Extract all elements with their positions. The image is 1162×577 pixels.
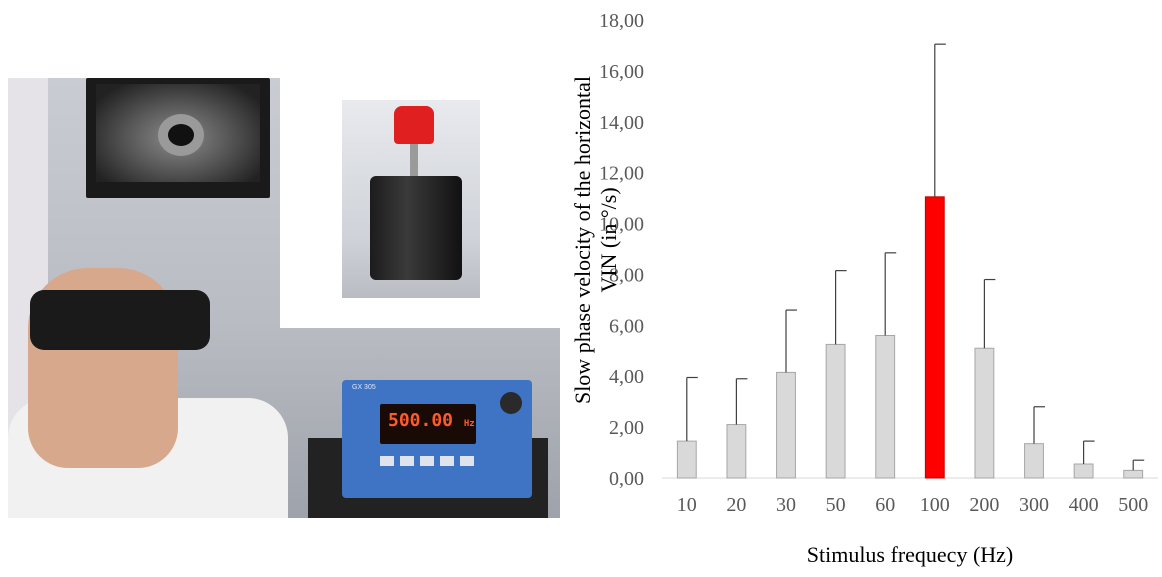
eye-monitor	[86, 78, 270, 198]
bar	[875, 335, 896, 479]
y-tick-label: 2,00	[609, 417, 644, 439]
bar	[825, 343, 846, 479]
y-tick-label: 18,00	[599, 10, 644, 32]
y-tick-label: 8,00	[609, 264, 644, 286]
y-tick-label: 12,00	[599, 163, 644, 185]
y-tick-label: 6,00	[609, 315, 644, 337]
videonystagmography-goggles	[30, 290, 210, 350]
y-tick-label: 0,00	[609, 468, 644, 490]
bar	[1073, 463, 1094, 479]
x-tick-label: 10	[677, 494, 697, 516]
y-tick-label: 4,00	[609, 366, 644, 388]
generator-buttons	[380, 456, 480, 466]
signal-generator: GX 305 500.00 Hz	[342, 380, 532, 498]
bar	[776, 371, 796, 479]
eye-pupil	[168, 124, 194, 146]
patient	[8, 228, 308, 518]
vibrator-rod	[410, 144, 418, 178]
bar	[676, 440, 697, 479]
x-tick-label: 400	[1069, 494, 1099, 516]
vibrator-red-cap	[394, 106, 434, 144]
y-axis-title-line1: Slow phase velocity of the horizontal	[570, 76, 595, 404]
x-tick-label: 50	[826, 494, 846, 516]
x-tick-label: 20	[726, 494, 746, 516]
generator-frequency: 500.00 Hz	[388, 410, 475, 431]
bar	[726, 424, 747, 479]
vibrator-photo	[342, 100, 480, 298]
y-tick-label: 16,00	[599, 61, 644, 83]
bar-chart: 0,00 2,00 4,00 6,00 8,00 10,00 12,00 14,00 16,00…	[560, 0, 1162, 577]
x-tick-label: 30	[776, 494, 796, 516]
y-tick-label: 14,00	[599, 112, 644, 134]
x-tick-label: 200	[969, 494, 999, 516]
bar	[974, 347, 995, 479]
bar	[1024, 443, 1044, 479]
bar-highlighted	[924, 196, 945, 479]
vibrator-body	[370, 176, 462, 280]
chart-svg: 0,00 2,00 4,00 6,00 8,00 10,00 12,00 14,00 16,00…	[570, 10, 1158, 567]
generator-brand: GX 305	[352, 384, 376, 391]
generator-display: 500.00 Hz	[380, 404, 476, 444]
x-tick-label: 100	[920, 494, 950, 516]
x-tick-label: 300	[1019, 494, 1049, 516]
x-axis-title: Stimulus frequecy (Hz)	[807, 542, 1014, 567]
y-tick-label: 10,00	[599, 214, 644, 236]
vibrator-inset	[280, 78, 560, 328]
eye-video-screen	[96, 84, 260, 182]
y-axis-title-line2: VIN (in °/s)	[596, 187, 621, 292]
generator-knob	[500, 392, 522, 414]
bar	[1123, 469, 1144, 479]
clinical-photo: GX 305 500.00 Hz	[8, 78, 560, 518]
x-tick-label: 60	[875, 494, 895, 516]
x-tick-label: 500	[1118, 494, 1148, 516]
